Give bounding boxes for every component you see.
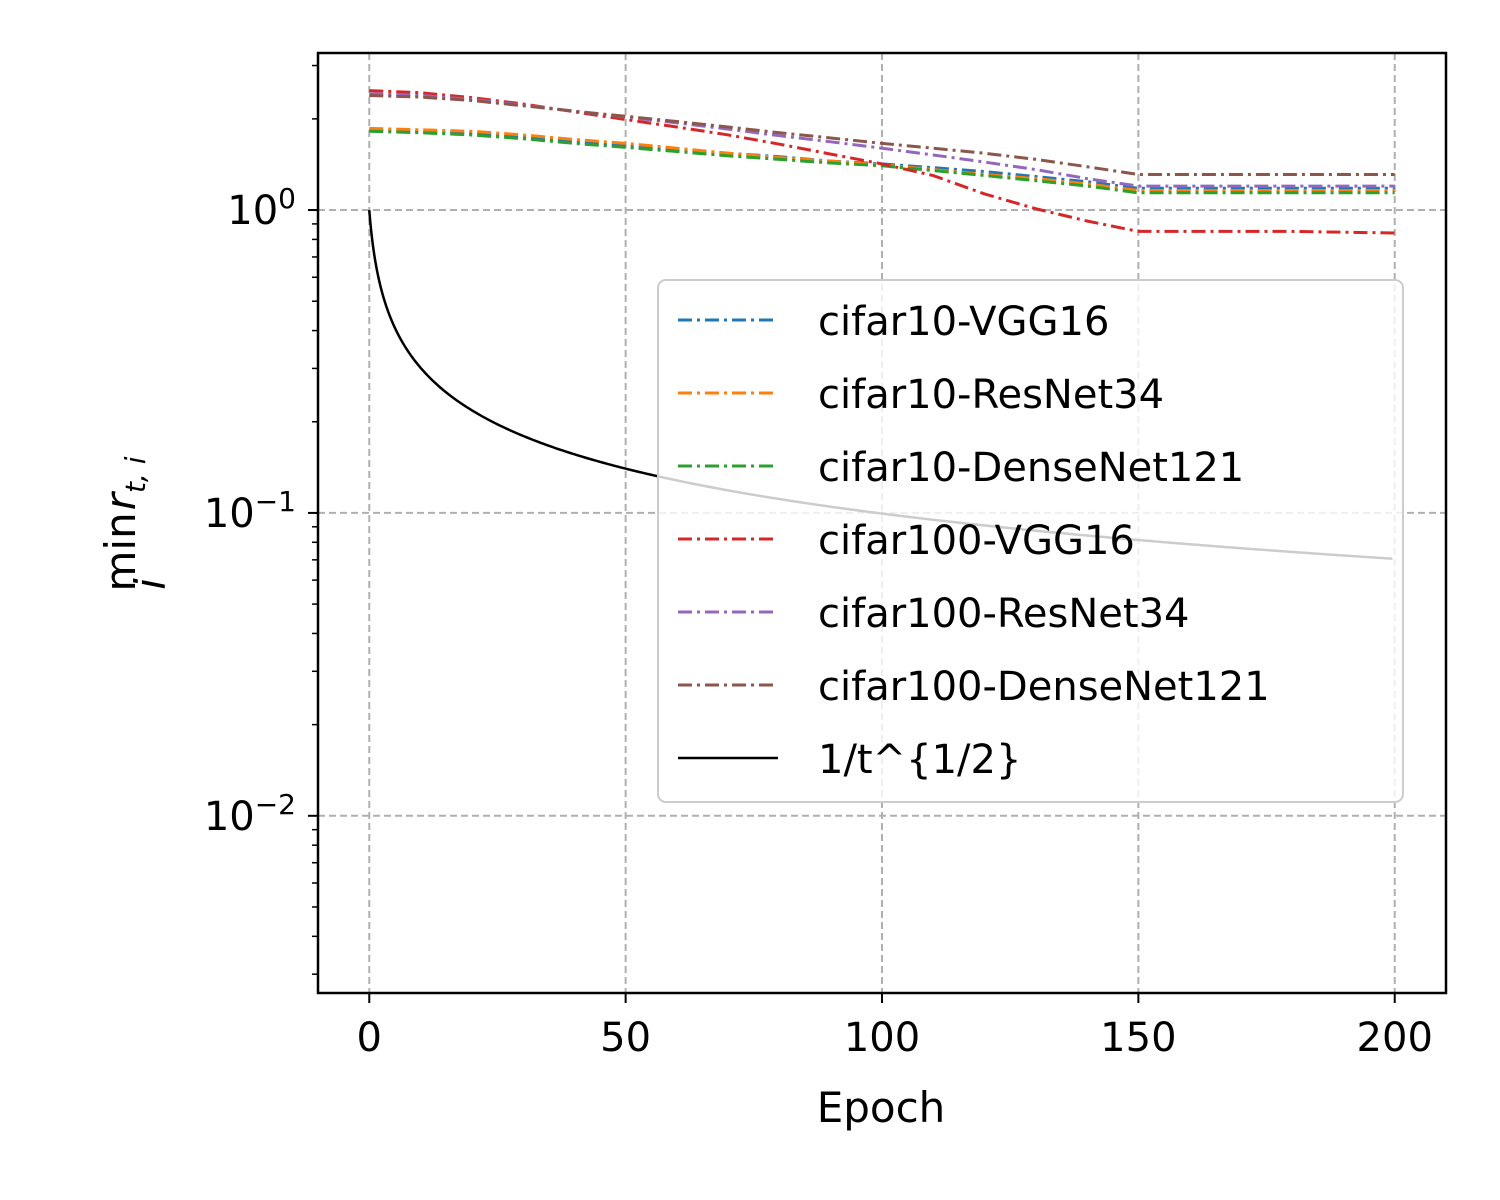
y-tick-exponent: −1 <box>255 485 296 518</box>
legend-label: cifar100-ResNet34 <box>818 591 1189 637</box>
x-tick-label: 200 <box>1357 1015 1433 1061</box>
y-tick-base: 10 <box>204 491 255 537</box>
y-tick-label: 100 <box>227 182 296 234</box>
legend-label: cifar10-VGG16 <box>818 299 1109 345</box>
y-tick-label: 10−2 <box>204 788 296 840</box>
legend-item: cifar10-DenseNet121 <box>678 445 1244 491</box>
y-tick-base: 10 <box>204 794 255 840</box>
y-axis-label: minrt, i i <box>96 456 175 591</box>
series-line-cifar10-densenet121 <box>369 129 1395 195</box>
legend-item: cifar10-ResNet34 <box>678 372 1164 418</box>
x-tick-label: 100 <box>844 1015 920 1061</box>
legend-label: cifar100-DenseNet121 <box>818 664 1270 710</box>
legend-label: cifar10-ResNet34 <box>818 372 1164 418</box>
x-tick-label: 0 <box>357 1015 382 1061</box>
y-label-var: r <box>96 490 145 510</box>
legend-label: cifar100-VGG16 <box>818 518 1135 564</box>
svg-text:minrt, i: minrt, i <box>96 456 152 591</box>
legend-item: cifar100-ResNet34 <box>678 591 1189 637</box>
y-tick-label: 10−1 <box>204 485 296 537</box>
series-line-cifar100-densenet121 <box>369 93 1395 177</box>
y-label-var-sub: t, i <box>119 456 152 493</box>
x-axis-label: Epoch <box>817 1083 946 1132</box>
y-tick-exponent: 0 <box>278 182 296 215</box>
x-tick-label: 50 <box>600 1015 651 1061</box>
legend-item: cifar10-VGG16 <box>678 299 1109 345</box>
y-label-sub: i <box>126 578 175 590</box>
legend: cifar10-VGG16 cifar10-ResNet34 cifar10-Den… <box>657 279 1404 803</box>
y-tick-exponent: −2 <box>255 788 296 821</box>
legend-label: cifar10-DenseNet121 <box>818 445 1244 491</box>
legend-item: cifar100-VGG16 <box>678 518 1135 564</box>
x-axis: 0 50 100 150 200 <box>357 993 1433 1061</box>
legend-label: 1/t^{1/2} <box>818 737 1021 783</box>
y-tick-base: 10 <box>227 188 278 234</box>
legend-item: cifar100-DenseNet121 <box>678 664 1270 710</box>
x-tick-label: 150 <box>1100 1015 1176 1061</box>
legend-item: 1/t^{1/2} <box>678 737 1021 783</box>
y-label-min: min <box>96 512 145 591</box>
legend-box <box>657 279 1404 803</box>
